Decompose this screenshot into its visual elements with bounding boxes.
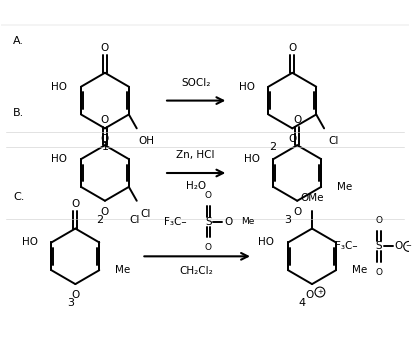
Text: HO: HO bbox=[244, 154, 259, 164]
Text: HO: HO bbox=[21, 237, 38, 247]
Text: O: O bbox=[71, 290, 79, 300]
Text: S: S bbox=[205, 217, 212, 227]
Text: +: + bbox=[317, 289, 323, 295]
Text: Zn, HCl: Zn, HCl bbox=[176, 150, 215, 160]
Text: O: O bbox=[395, 242, 403, 252]
Text: HO: HO bbox=[51, 154, 67, 164]
Text: O: O bbox=[375, 268, 382, 277]
Text: O: O bbox=[101, 43, 109, 53]
Text: Cl: Cl bbox=[328, 136, 338, 146]
Text: Me: Me bbox=[241, 217, 254, 226]
Text: S: S bbox=[376, 242, 382, 252]
Text: OMe: OMe bbox=[300, 193, 324, 203]
Text: O: O bbox=[293, 207, 301, 217]
Text: CH₂Cl₂: CH₂Cl₂ bbox=[180, 266, 214, 276]
Text: 3: 3 bbox=[67, 298, 74, 308]
Text: 2: 2 bbox=[269, 142, 276, 152]
Text: O: O bbox=[305, 290, 313, 300]
Text: F₃C–: F₃C– bbox=[335, 242, 357, 252]
Text: HO: HO bbox=[258, 237, 274, 247]
Text: Me: Me bbox=[337, 182, 352, 192]
Text: C.: C. bbox=[13, 192, 25, 202]
Text: H₂O: H₂O bbox=[185, 181, 206, 191]
Text: Me: Me bbox=[352, 265, 367, 275]
Text: O: O bbox=[71, 199, 79, 209]
Text: OH: OH bbox=[139, 136, 155, 146]
Text: O: O bbox=[293, 116, 301, 125]
Text: O: O bbox=[224, 217, 233, 227]
Text: F₃C–: F₃C– bbox=[164, 217, 187, 227]
Text: O: O bbox=[375, 215, 382, 225]
Text: B.: B. bbox=[13, 109, 24, 118]
Text: O: O bbox=[101, 134, 109, 144]
Text: O: O bbox=[288, 134, 297, 144]
Text: O: O bbox=[205, 191, 212, 200]
Text: O: O bbox=[205, 244, 212, 252]
Text: 4: 4 bbox=[299, 298, 306, 308]
Text: A.: A. bbox=[13, 36, 24, 46]
Text: HO: HO bbox=[239, 82, 254, 92]
Text: Me: Me bbox=[115, 265, 130, 275]
Text: 1: 1 bbox=[102, 142, 109, 152]
Text: SOCl₂: SOCl₂ bbox=[181, 78, 210, 88]
Text: 3: 3 bbox=[284, 215, 291, 225]
Text: O: O bbox=[101, 207, 109, 217]
Text: 2: 2 bbox=[97, 215, 104, 225]
Text: HO: HO bbox=[51, 82, 67, 92]
Text: −: − bbox=[406, 243, 412, 249]
Text: O: O bbox=[101, 116, 109, 125]
Text: O: O bbox=[288, 43, 297, 53]
Text: Cl: Cl bbox=[130, 215, 140, 225]
Text: Cl: Cl bbox=[141, 209, 151, 219]
